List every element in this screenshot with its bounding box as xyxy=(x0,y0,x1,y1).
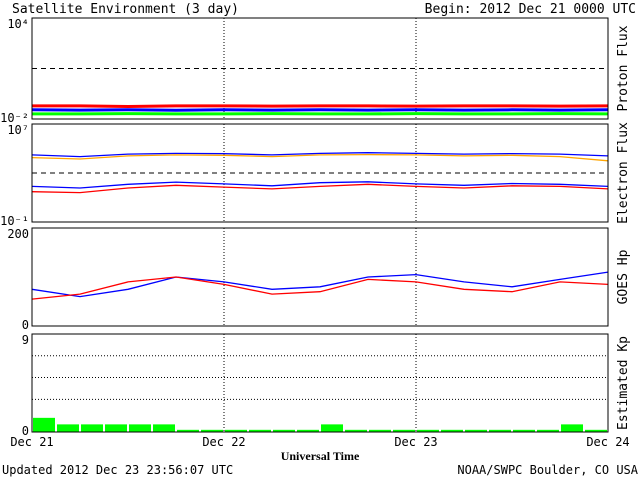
goes-hp-panel-label: GOES Hp xyxy=(616,249,631,304)
kp-bar xyxy=(537,429,559,432)
goes-hp-ytick-top: 200 xyxy=(7,227,29,241)
proton-panel: 10⁴ 10⁻² Proton Flux xyxy=(0,17,631,125)
kp-bar xyxy=(393,429,415,432)
goes-hp-frame xyxy=(31,227,609,327)
goes-hp-ytick-bottom: 0 xyxy=(22,318,29,332)
kp-panel-label: Estimated Kp xyxy=(616,336,631,430)
electron-series-line xyxy=(31,153,609,162)
proton-series-line xyxy=(31,108,609,112)
kp-bar xyxy=(441,429,463,432)
x-tick-label: Dec 23 xyxy=(394,435,437,449)
kp-bar xyxy=(465,429,487,432)
electron-series-line xyxy=(31,181,609,189)
kp-ytick-top: 9 xyxy=(22,333,29,347)
kp-bar xyxy=(153,424,175,432)
kp-bar xyxy=(345,429,367,432)
proton-panel-label: Proton Flux xyxy=(616,25,631,111)
kp-frame xyxy=(31,333,609,433)
proton-ytick-bottom: 10⁻² xyxy=(0,111,29,125)
updated-time: Updated 2012 Dec 23 23:56:07 UTC xyxy=(2,463,233,477)
begin-time: Begin: 2012 Dec 21 0000 UTC xyxy=(425,2,636,17)
source-credit: NOAA/SWPC Boulder, CO USA xyxy=(457,463,638,477)
kp-bar xyxy=(585,429,607,432)
kp-bar xyxy=(225,429,247,432)
electron-panel: 10⁷ 10⁻¹ Electron Flux xyxy=(0,122,631,228)
kp-bar xyxy=(417,429,439,432)
kp-bar xyxy=(33,417,55,432)
kp-bar xyxy=(129,424,151,432)
kp-bar xyxy=(273,429,295,432)
kp-bar xyxy=(297,429,319,432)
kp-bar xyxy=(81,424,103,432)
kp-bar xyxy=(105,424,127,432)
electron-ytick-bottom: 10⁻¹ xyxy=(0,214,29,228)
kp-bar xyxy=(249,429,271,432)
proton-series-line xyxy=(32,104,609,109)
x-axis-label: Universal Time xyxy=(281,449,360,463)
kp-bar xyxy=(561,424,583,432)
kp-ytick-bottom: 0 xyxy=(22,424,29,438)
kp-bar xyxy=(57,424,79,432)
electron-series-line xyxy=(31,183,609,194)
chart-title: Satellite Environment (3 day) xyxy=(12,2,239,17)
goes-hp-panel: 200 0 GOES Hp xyxy=(7,227,631,332)
kp-panel: 9 0 Estimated Kp xyxy=(22,333,631,438)
proton-ytick-top: 10⁴ xyxy=(7,17,29,31)
kp-bar xyxy=(489,429,511,432)
electron-ytick-top: 10⁷ xyxy=(7,123,29,137)
goes-hp-series-line xyxy=(31,271,609,298)
x-tick-label: Dec 24 xyxy=(586,435,629,449)
kp-bar xyxy=(369,429,391,432)
kp-bar xyxy=(513,429,535,432)
electron-series-line xyxy=(31,152,609,158)
kp-bar xyxy=(321,424,343,432)
x-tick-label: Dec 21 xyxy=(10,435,53,449)
kp-bar xyxy=(177,429,199,432)
electron-panel-label: Electron Flux xyxy=(616,122,631,224)
kp-bar xyxy=(201,429,223,432)
x-tick-label: Dec 22 xyxy=(202,435,245,449)
proton-frame xyxy=(31,17,609,120)
goes-hp-series-line xyxy=(31,276,609,300)
electron-frame xyxy=(31,123,609,223)
